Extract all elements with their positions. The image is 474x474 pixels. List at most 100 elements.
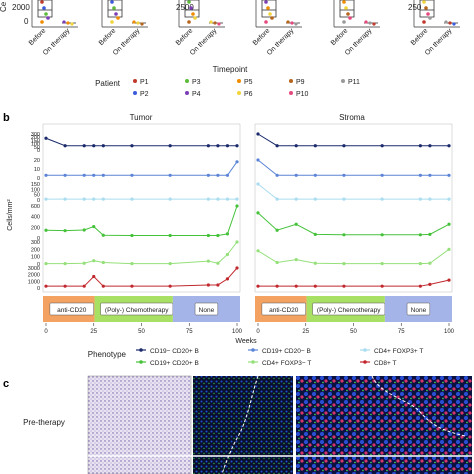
panel-b-point [342, 197, 346, 201]
panel-b-point [275, 144, 279, 148]
legend-dot-p5 [237, 79, 241, 83]
panel-b-point [294, 222, 298, 226]
panel-b-point [82, 197, 86, 201]
panel-b-point [63, 197, 67, 201]
panel-b-point [313, 232, 317, 236]
panel-b-point [447, 197, 451, 201]
panel-a-point-on [62, 20, 66, 24]
if-image-zoom [296, 376, 472, 474]
panel-b-point [92, 224, 96, 229]
panel-a-xtick-before: Before [252, 27, 272, 47]
panel-a-xtick-before: Before [330, 27, 350, 47]
panel-b-line-1-2 [257, 183, 449, 200]
panel-a-point-before [428, 16, 432, 20]
panel-b-yticks: 3002001501005002010015010050060040020003… [28, 132, 40, 292]
legend-dot-p1 [133, 79, 137, 83]
panel-b-point [63, 144, 67, 148]
panel-b-point [206, 197, 210, 201]
panel-b-point [447, 173, 451, 177]
panel-a-point-on [136, 21, 140, 25]
panel-b-point [342, 262, 346, 266]
therapy-label-0: anti-CD20 [269, 307, 299, 314]
panel-a-point-before [270, 16, 274, 20]
panel-a-box-before-2 [184, 0, 200, 18]
panel-b-therapy-bars: anti-CD20 (Poly-) Chemotherapy None anti-CD… [43, 296, 452, 322]
panel-b-point [256, 158, 260, 162]
panel-a-point-before [40, 0, 44, 4]
panel-b-point [313, 284, 317, 288]
panel-b-ytick: 2000 [28, 273, 40, 279]
panel-b-point [428, 144, 432, 148]
panel-b-point [380, 144, 384, 148]
phenotype-legend-label: CD19− CD20+ B [150, 348, 199, 355]
panel-b-xtick-label: 25 [90, 329, 97, 335]
panel-b-point [82, 173, 86, 177]
panel-b-point [92, 197, 96, 201]
panel-b-xtick-label: 50 [350, 329, 357, 335]
panel-b-point [294, 144, 298, 148]
panel-b-xtick-label: 0 [44, 329, 48, 335]
panel-b-point [294, 197, 298, 201]
panel-b-point [256, 284, 260, 288]
panel-b-point [216, 173, 220, 177]
panel-b-ytick: 0 [37, 236, 40, 242]
panel-b-xticks: 0 25 50 75 100 0 25 50 75 100 [44, 323, 455, 335]
phenotype-legend-dot [139, 360, 143, 364]
panel-b-point [428, 173, 432, 177]
panel-b-point [418, 262, 422, 266]
panel-b-point [168, 262, 172, 266]
panel-b-point [130, 284, 134, 288]
panel-a-point-on [66, 21, 70, 25]
panel-b-point [380, 173, 384, 177]
phenotype-legend-label: CD19+ CD20+ B [150, 360, 199, 367]
therapy-label-box-2 [194, 302, 219, 316]
panel-b-point [82, 228, 86, 232]
panel-b-xtick-label: 75 [398, 329, 405, 335]
panel-b-point [63, 229, 67, 233]
legend-dot-p4 [185, 91, 189, 95]
panel-b-point [225, 232, 230, 236]
panel-a-point-on [294, 22, 298, 26]
panel-b-title-tumor: Tumor [130, 113, 153, 122]
panel-c-row-label: Pre-therapy [23, 418, 65, 427]
panel-b-point [275, 173, 279, 177]
panel-b-line-1-4 [257, 248, 450, 265]
legend-dot-p11 [341, 79, 345, 83]
ihc-image [87, 375, 192, 474]
panel-a-point-on [290, 21, 294, 25]
panel-b-point [447, 247, 451, 251]
panel-a-point-before [266, 6, 270, 10]
panel-b-ytick: 0 [37, 176, 40, 182]
legend-dot-p10 [289, 91, 293, 95]
panel-a-point-before [42, 6, 46, 10]
panel-b-xtick-label: 75 [186, 329, 193, 335]
panel-b-line-1-3 [257, 212, 450, 236]
panel-b-ytick: 200 [31, 247, 40, 253]
panel-b-point [206, 233, 210, 238]
panel-b-ytick: 0 [37, 286, 40, 292]
panel-b-point [92, 144, 96, 148]
panel-a-point-on [368, 21, 372, 25]
panel-b-line-1-1 [257, 159, 449, 176]
panel-a-point-on [213, 21, 217, 25]
panel-b-point [216, 233, 220, 238]
panel-b-ytick: 300 [31, 132, 40, 138]
panel-b-ytick: 100 [31, 255, 40, 261]
panel-b-ytick: 3000 [28, 266, 40, 272]
panel-b-point [216, 283, 220, 287]
panel-a-xtick-before: Before [28, 27, 48, 47]
panel-a-point-before [426, 12, 430, 16]
panel-b-point [447, 222, 451, 226]
therapy-label-box-2 [406, 302, 431, 316]
panel-b-point [44, 197, 48, 201]
panel-b-point [225, 277, 230, 281]
panel-a-xtick-before: Before [98, 27, 118, 47]
panel-b-point [428, 197, 432, 201]
panel-b-point [216, 197, 220, 201]
panel-a-point-before [191, 12, 195, 16]
panel-a-box-before-1 [107, 0, 123, 18]
panel-b-point [428, 261, 432, 265]
boundary-dashed-line-overview [221, 375, 259, 474]
panel-a-point-before [264, 20, 268, 24]
